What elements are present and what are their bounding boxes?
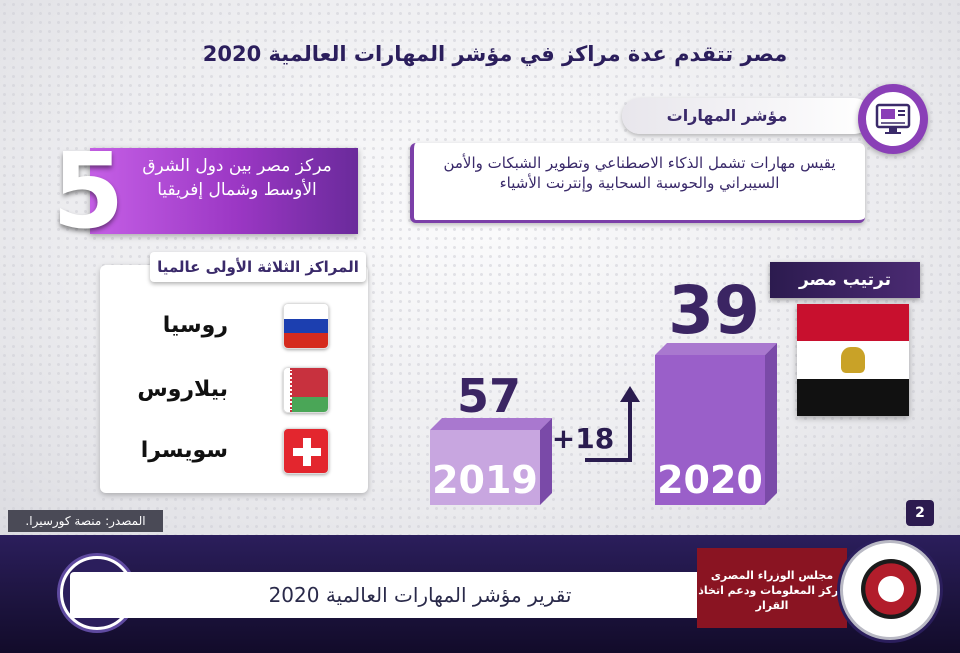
bar-top-face: [655, 343, 777, 355]
monitor-chart-icon: [875, 103, 911, 134]
belarus-flag-icon: [283, 367, 329, 413]
country-name: بيلاروس: [137, 377, 228, 402]
council-label: مجلس الوزراء المصرى مركز المعلومات ودعم …: [697, 548, 847, 628]
arrow-head-icon: [620, 386, 640, 402]
bar-year-label: 2019: [432, 458, 538, 502]
council-emblem-icon: [861, 559, 921, 619]
list-item: روسيا: [118, 303, 338, 355]
infographic-canvas: مصر تتقدم عدة مراكز في مؤشر المهارات الع…: [0, 0, 960, 535]
country-name: روسيا: [162, 313, 228, 338]
source-note: المصدر: منصة كورسيرا.: [8, 510, 163, 532]
up-arrow-icon: [585, 398, 632, 462]
mena-rank-banner: مركز مصر بين دول الشرق الأوسط وشمال إفري…: [90, 148, 358, 234]
tech-description: يقيس مهارات تشمل الذكاء الاصطناعي وتطوير…: [410, 143, 865, 223]
eagle-emblem-icon: [841, 347, 865, 373]
bar-top-face: [430, 418, 552, 430]
page-title: مصر تتقدم عدة مراكز في مؤشر المهارات الع…: [202, 42, 788, 66]
bar-side-face: [540, 418, 552, 505]
russia-flag-icon: [283, 303, 329, 349]
bar: [655, 355, 765, 505]
page-number: 2: [906, 500, 934, 526]
council-center-name: مركز المعلومات ودعم اتخاذ القرار: [698, 584, 846, 612]
bar: [430, 430, 540, 505]
list-item: بيلاروس: [118, 367, 338, 419]
bar-value-label: 57: [457, 369, 521, 423]
top-three-title: المراكز الثلاثة الأولى عالميا: [150, 252, 366, 282]
egypt-rank-label: ترتيب مصر: [770, 262, 920, 298]
bar-year-label: 2020: [657, 458, 763, 502]
footer-title: تقرير مؤشر المهارات العالمية 2020: [70, 572, 710, 618]
bar-side-face: [765, 343, 777, 505]
rank-change-label: +18: [551, 422, 615, 455]
council-name: مجلس الوزراء المصرى: [710, 569, 834, 582]
switzerland-flag-icon: [283, 428, 329, 474]
tech-icon-badge: [858, 84, 928, 154]
rank-bar-chart: 57 2019 39 2020: [430, 280, 777, 505]
list-item: سويسرا: [118, 428, 338, 480]
council-logo: [840, 540, 940, 640]
tech-index-label: مؤشر المهارات التكنولوجية: [622, 98, 872, 161]
bar-value-label: 39: [668, 280, 760, 349]
egypt-flag-icon: [797, 304, 909, 416]
country-name: سويسرا: [140, 438, 228, 463]
mena-rank-number: 5: [52, 130, 125, 252]
